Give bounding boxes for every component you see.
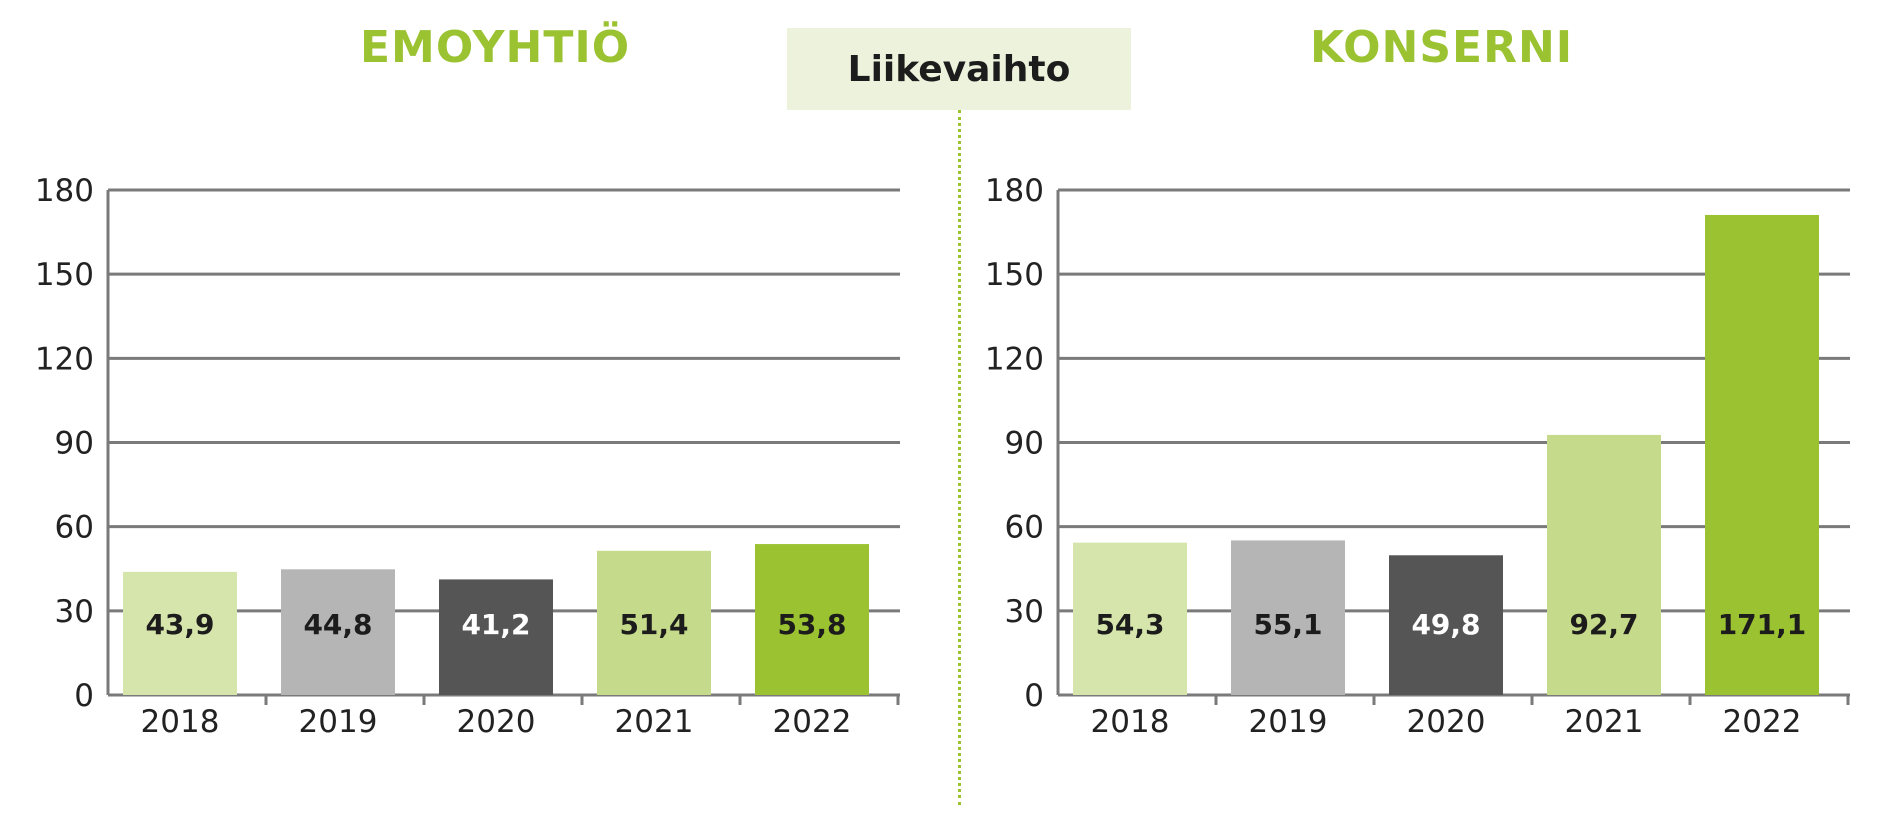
- konserni-category-label: 2018: [1091, 704, 1170, 740]
- konserni-ytick-label: 0: [1024, 678, 1044, 714]
- emoyhtio-category-label: 2022: [773, 704, 852, 740]
- emoyhtio-ytick-label: 60: [55, 510, 94, 546]
- emoyhtio-value-label: 44,8: [303, 608, 372, 641]
- emoyhtio-ytick-label: 120: [35, 341, 94, 377]
- emoyhtio-ytick-label: 90: [55, 426, 94, 462]
- emoyhtio-ytick-label: 180: [35, 173, 94, 209]
- konserni-ytick-label: 30: [1005, 594, 1044, 630]
- emoyhtio-value-label: 41,2: [461, 608, 530, 641]
- konserni-ytick-label: 120: [985, 341, 1044, 377]
- emoyhtio-category-label: 2021: [615, 704, 694, 740]
- emoyhtio-category-label: 2020: [457, 704, 536, 740]
- konserni-ytick-label: 60: [1005, 510, 1044, 546]
- emoyhtio-ytick-label: 30: [55, 594, 94, 630]
- emoyhtio-value-label: 51,4: [619, 608, 688, 641]
- emoyhtio-category-label: 2018: [141, 704, 220, 740]
- chart-title-konserni: KONSERNI: [1310, 22, 1574, 73]
- konserni-category-label: 2020: [1407, 704, 1486, 740]
- konserni-value-label: 55,1: [1253, 608, 1322, 641]
- emoyhtio-bar: [281, 569, 395, 695]
- konserni-value-label: 92,7: [1569, 608, 1638, 641]
- konserni-bar: [1389, 555, 1503, 695]
- emoyhtio-value-label: 53,8: [777, 608, 846, 641]
- konserni-category-label: 2021: [1565, 704, 1644, 740]
- konserni-ytick-label: 180: [985, 173, 1044, 209]
- konserni-bar: [1547, 434, 1661, 695]
- emoyhtio-bar: [439, 579, 553, 695]
- metric-label: Liikevaihto: [787, 28, 1131, 110]
- panel-divider: [958, 110, 961, 805]
- konserni-category-label: 2019: [1249, 704, 1328, 740]
- emoyhtio-bar: [123, 571, 237, 695]
- emoyhtio-category-label: 2019: [299, 704, 378, 740]
- emoyhtio-ytick-label: 150: [35, 257, 94, 293]
- konserni-value-label: 171,1: [1718, 608, 1807, 641]
- konserni-bar: [1073, 542, 1187, 695]
- konserni-value-label: 54,3: [1095, 608, 1164, 641]
- emoyhtio-bar: [597, 550, 711, 695]
- konserni-value-label: 49,8: [1411, 608, 1480, 641]
- konserni-bar: [1705, 214, 1819, 695]
- konserni-bar: [1231, 540, 1345, 695]
- emoyhtio-value-label: 43,9: [145, 608, 214, 641]
- konserni-ytick-label: 90: [1005, 426, 1044, 462]
- emoyhtio-bar: [755, 544, 869, 695]
- chart-title-emoyhtio: EMOYHTIÖ: [360, 22, 631, 73]
- emoyhtio-ytick-label: 0: [74, 678, 94, 714]
- konserni-category-label: 2022: [1723, 704, 1802, 740]
- konserni-ytick-label: 150: [985, 257, 1044, 293]
